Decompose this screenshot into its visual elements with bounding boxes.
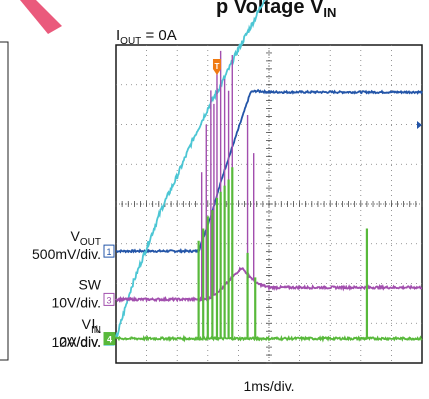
channel-marker-1: 1 xyxy=(103,244,115,258)
trace-ch1 xyxy=(115,88,423,254)
trace-ch4 xyxy=(115,334,423,343)
channel-name-3: SW xyxy=(78,276,101,292)
channel-scale-1: 500mV/div. xyxy=(32,246,101,262)
channel-marker-3: 3 xyxy=(103,292,115,306)
traces xyxy=(115,0,423,343)
markers: T xyxy=(212,59,422,129)
channel-marker-num: 3 xyxy=(106,295,111,305)
channel-marker-num: 1 xyxy=(106,247,111,257)
adjacent-plot-edge xyxy=(0,41,9,361)
channel-marker-box xyxy=(103,332,116,346)
trigger-marker-label: T xyxy=(215,62,220,71)
header-title-fragment: p Voltage VIN xyxy=(216,0,336,20)
channel-marker-box xyxy=(103,244,115,258)
channel-scale-4: 2A/div. xyxy=(59,334,101,350)
channel-scale-3: 10V/div. xyxy=(51,294,101,310)
channel-labels: 1VOUT500mV/div.2VIN10V/div.3SW10V/div.4I… xyxy=(32,228,116,350)
channel-name-4: IL xyxy=(92,316,102,336)
watermark-stripe xyxy=(20,0,62,34)
channel-name-1: VOUT xyxy=(71,228,101,248)
channel-marker-4: 4 xyxy=(103,332,116,346)
trigger-marker xyxy=(212,59,221,75)
trace-ch3 xyxy=(115,266,423,303)
x-axis-label: 1ms/div. xyxy=(243,378,294,394)
channel-scale-2: 10V/div. xyxy=(51,334,101,350)
channel-marker-num: 4 xyxy=(107,335,112,345)
channel-name-2: VIN xyxy=(82,316,101,336)
level-arrow xyxy=(417,121,422,129)
channel-marker-box xyxy=(103,292,115,306)
trace-ch2 xyxy=(115,0,267,339)
condition-label: IOUT = 0A xyxy=(116,27,177,47)
